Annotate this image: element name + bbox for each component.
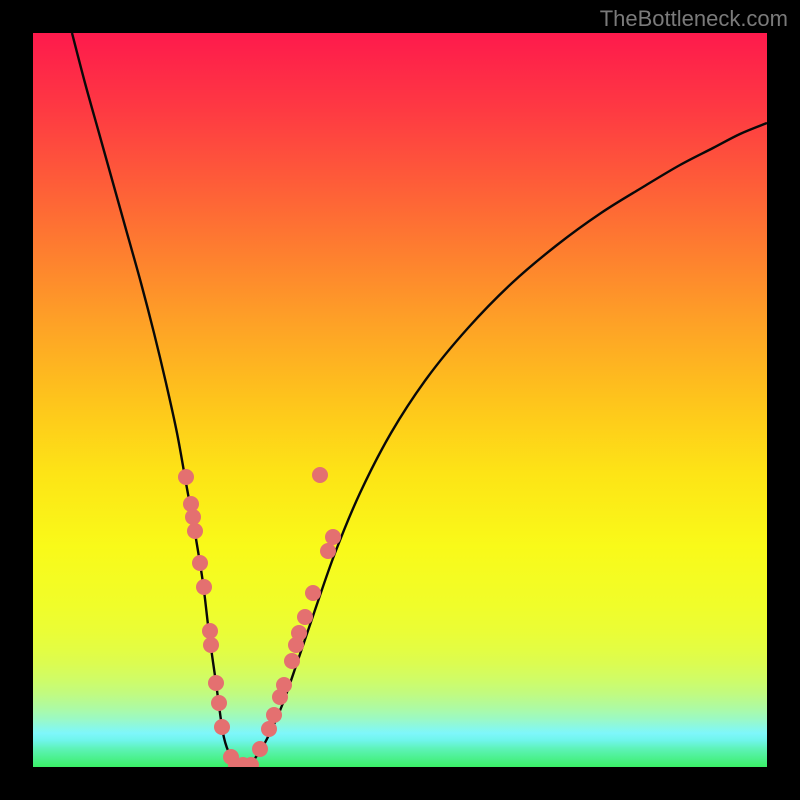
data-marker xyxy=(187,523,203,539)
data-marker xyxy=(178,469,194,485)
gradient-background xyxy=(33,33,767,767)
data-marker xyxy=(185,509,201,525)
data-marker xyxy=(261,721,277,737)
data-marker xyxy=(196,579,212,595)
data-marker xyxy=(266,707,282,723)
data-marker xyxy=(252,741,268,757)
plot-area xyxy=(33,33,767,767)
data-marker xyxy=(192,555,208,571)
data-marker xyxy=(297,609,313,625)
watermark-text: TheBottleneck.com xyxy=(600,6,788,32)
data-marker xyxy=(202,623,218,639)
data-marker xyxy=(312,467,328,483)
data-marker xyxy=(305,585,321,601)
data-marker xyxy=(291,625,307,641)
data-marker xyxy=(276,677,292,693)
data-marker xyxy=(284,653,300,669)
data-marker xyxy=(211,695,227,711)
data-marker xyxy=(325,529,341,545)
data-marker xyxy=(203,637,219,653)
data-marker xyxy=(214,719,230,735)
chart-container: TheBottleneck.com xyxy=(0,0,800,800)
data-marker xyxy=(320,543,336,559)
data-marker xyxy=(208,675,224,691)
chart-svg xyxy=(33,33,767,767)
